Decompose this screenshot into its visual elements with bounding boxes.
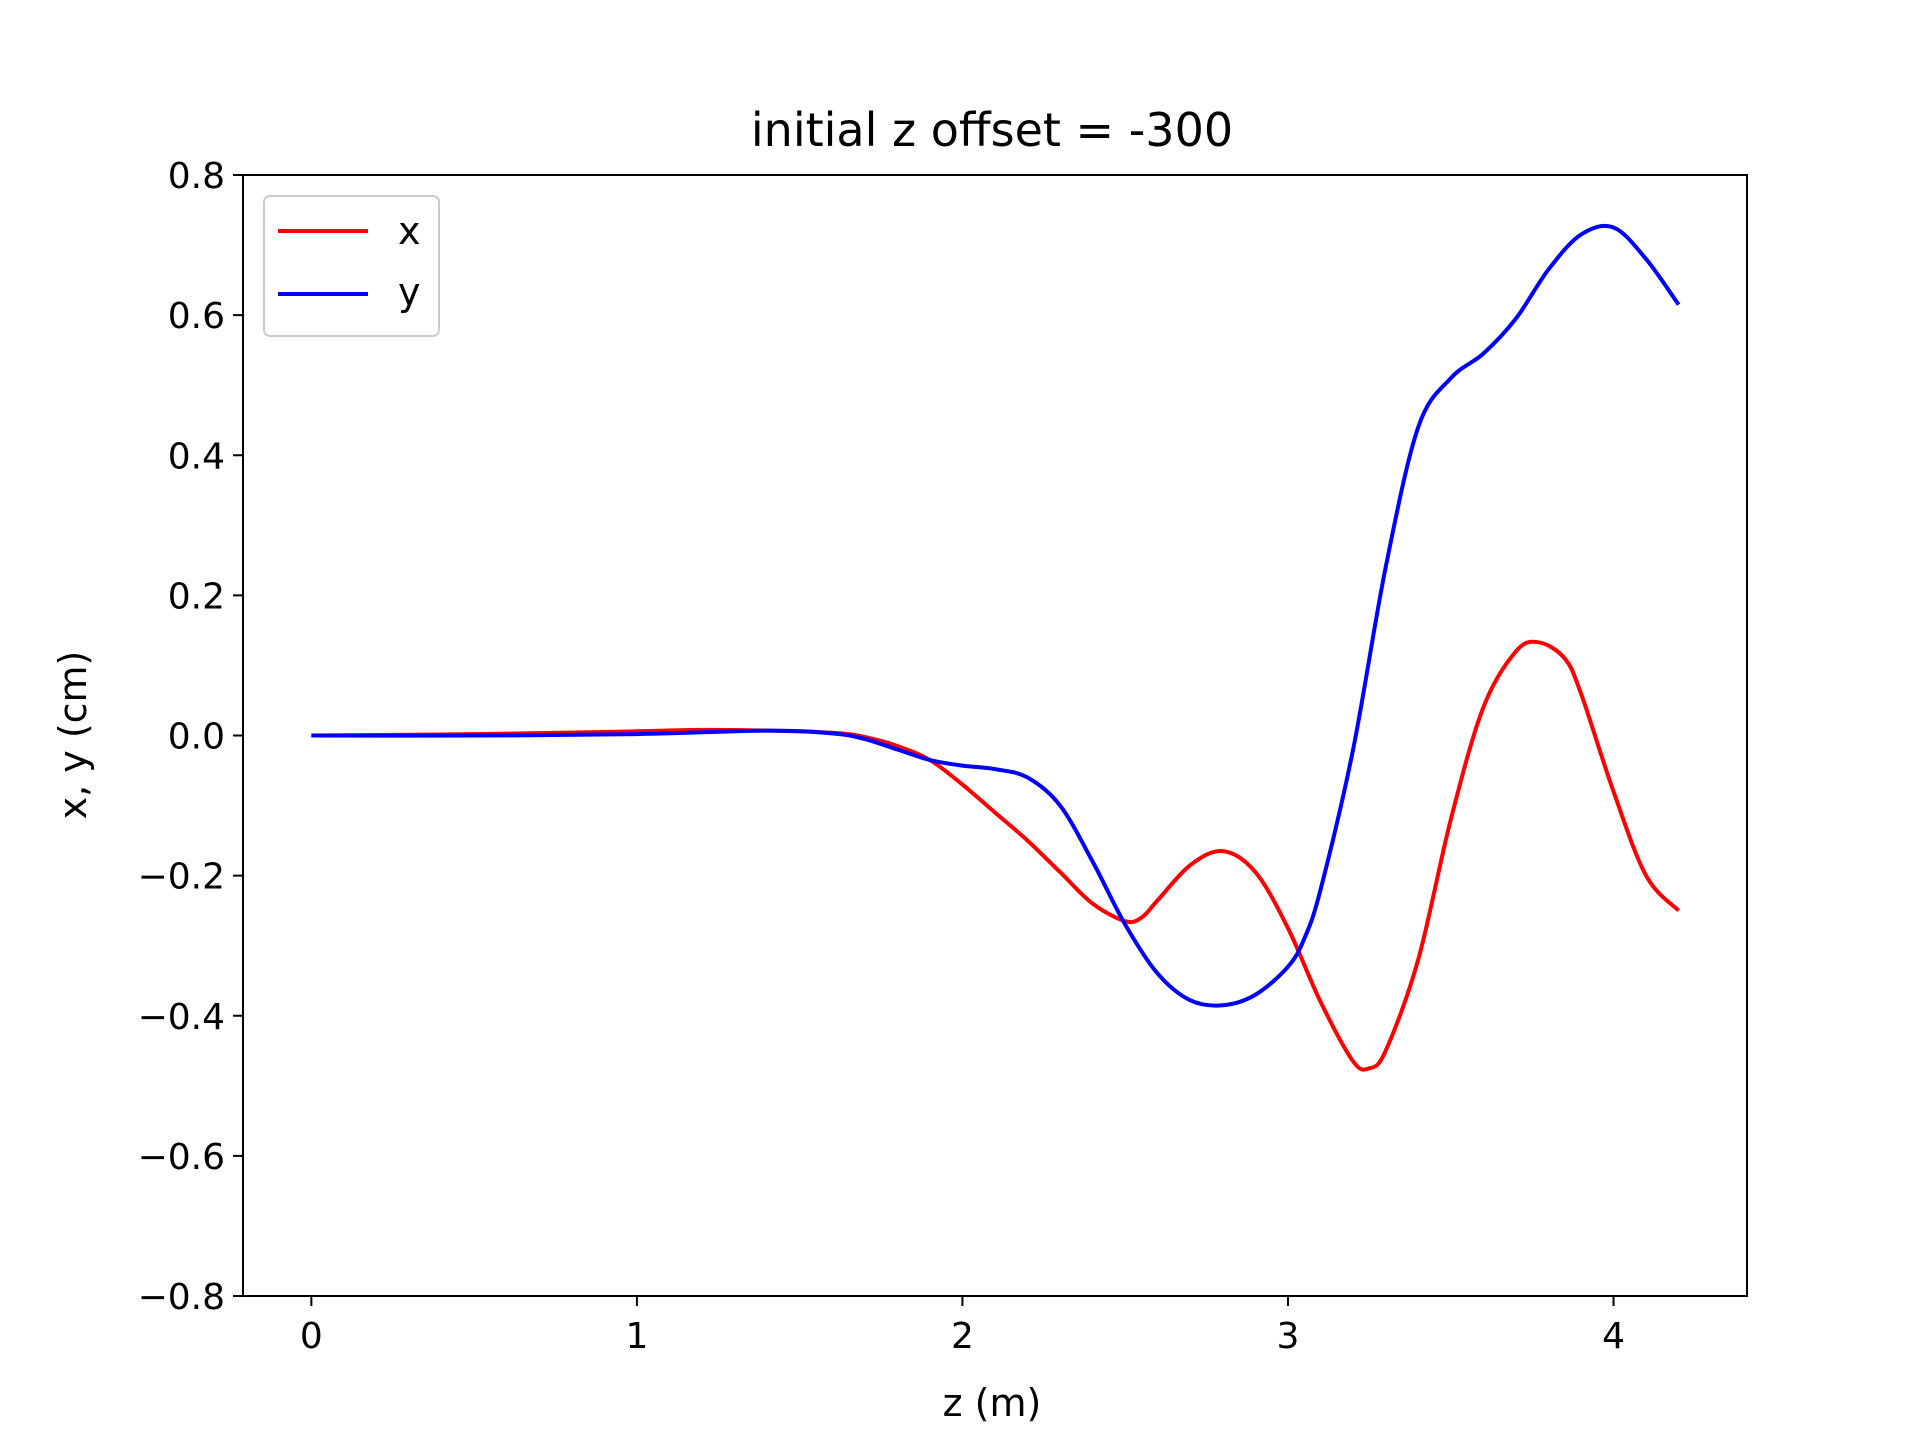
y-tick-label: 0.8 (168, 156, 225, 197)
x-tick-label: 1 (625, 1316, 648, 1357)
x-tick-label: 2 (951, 1316, 974, 1357)
x-axis-label: z (m) (943, 1381, 1042, 1425)
y-axis: −0.8 −0.6 −0.4 −0.2 0.0 0.2 0.4 0.6 0.8 (138, 156, 243, 1318)
y-tick-label: −0.6 (138, 1137, 225, 1178)
series-layer (311, 223, 1681, 1072)
legend: x y (263, 195, 440, 337)
x-tick-label: 4 (1602, 1316, 1625, 1357)
y-axis-label: x, y (cm) (51, 651, 95, 820)
y-tick-label: −0.8 (138, 1277, 225, 1318)
y-tick-label: 0.6 (168, 296, 225, 337)
y-tick-label: 0.0 (168, 717, 225, 758)
y-tick-label: 0.4 (168, 436, 225, 477)
legend-label-x: x (398, 209, 421, 253)
x-tick-label: 0 (300, 1316, 323, 1357)
y-tick-label: 0.2 (168, 576, 225, 617)
x-tick-label: 3 (1277, 1316, 1300, 1357)
y-tick-label: −0.4 (138, 997, 225, 1038)
chart-title: initial z offset = -300 (751, 103, 1233, 157)
legend-label-y: y (398, 270, 421, 314)
y-tick-label: −0.2 (138, 857, 225, 898)
x-axis: 0 1 2 3 4 (300, 1296, 1625, 1357)
series-line-y (311, 223, 1681, 1008)
